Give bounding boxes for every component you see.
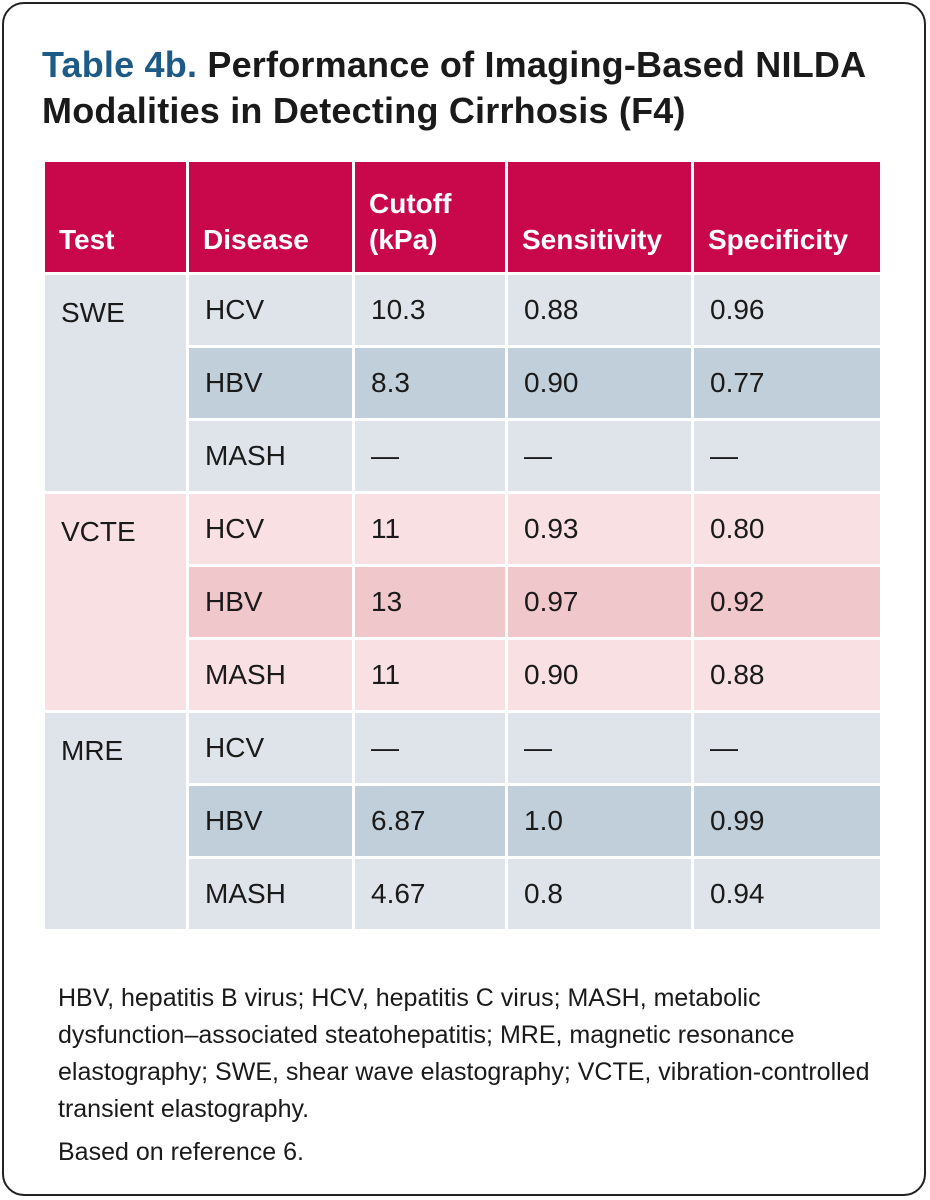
- disease-cell: MASH: [189, 859, 352, 929]
- disease-cell: HCV: [189, 713, 352, 783]
- specificity-cell: 0.94: [694, 859, 880, 929]
- specificity-cell: 0.77: [694, 348, 880, 418]
- test-cell: MRE: [45, 713, 186, 929]
- header-row: Test Disease Cutoff (kPa) Sensitivity Sp…: [45, 162, 880, 272]
- table-row: SWE HCV 10.3 0.88 0.96: [45, 275, 880, 491]
- cutoff-cell: 11: [355, 494, 505, 564]
- sensitivity-cell: 0.88: [508, 275, 691, 345]
- cutoff-cell: —: [355, 713, 505, 783]
- specificity-cell: —: [694, 421, 880, 491]
- header-specificity: Specificity: [694, 162, 880, 272]
- abbreviations-footnote: HBV, hepatitis B virus; HCV, hepatitis C…: [58, 984, 870, 1123]
- table-row: HBV 13 0.97 0.92: [45, 567, 880, 637]
- table-number-label: Table 4b.: [42, 44, 198, 85]
- sensitivity-cell: —: [508, 713, 691, 783]
- cutoff-cell: 4.67: [355, 859, 505, 929]
- sensitivity-cell: 0.97: [508, 567, 691, 637]
- table-title-text: Performance of Imaging-Based NILDA Modal…: [42, 44, 865, 131]
- specificity-cell: 0.88: [694, 640, 880, 710]
- test-cell: VCTE: [45, 494, 186, 710]
- cutoff-cell: 11: [355, 640, 505, 710]
- specificity-cell: 0.96: [694, 275, 880, 345]
- sensitivity-cell: 0.90: [508, 348, 691, 418]
- cutoff-cell: 6.87: [355, 786, 505, 856]
- disease-cell: HBV: [189, 348, 352, 418]
- header-sensitivity: Sensitivity: [508, 162, 691, 272]
- disease-cell: HCV: [189, 494, 352, 564]
- table-row: MASH 11 0.90 0.88: [45, 640, 880, 710]
- sensitivity-cell: 0.8: [508, 859, 691, 929]
- header-test: Test: [45, 162, 186, 272]
- table-row: MASH — — —: [45, 421, 880, 491]
- table-row: VCTE HCV 11 0.93 0.80: [45, 494, 880, 710]
- sensitivity-cell: 0.93: [508, 494, 691, 564]
- test-cell: SWE: [45, 275, 186, 491]
- table-row: HBV 8.3 0.90 0.77: [45, 348, 880, 418]
- table-row: MRE HCV — — —: [45, 713, 880, 929]
- specificity-cell: 0.92: [694, 567, 880, 637]
- table-title: Table 4b. Performance of Imaging-Based N…: [42, 42, 902, 134]
- table-row: MASH 4.67 0.8 0.94: [45, 859, 880, 929]
- header-disease: Disease: [189, 162, 352, 272]
- cutoff-cell: 13: [355, 567, 505, 637]
- header-cutoff: Cutoff (kPa): [355, 162, 505, 272]
- disease-cell: HBV: [189, 786, 352, 856]
- performance-table: Test Disease Cutoff (kPa) Sensitivity Sp…: [42, 159, 883, 932]
- disease-cell: HCV: [189, 275, 352, 345]
- sensitivity-cell: —: [508, 421, 691, 491]
- cutoff-cell: 8.3: [355, 348, 505, 418]
- sensitivity-cell: 1.0: [508, 786, 691, 856]
- disease-cell: MASH: [189, 640, 352, 710]
- reference-note: Based on reference 6.: [58, 1138, 304, 1166]
- table-row: HBV 6.87 1.0 0.99: [45, 786, 880, 856]
- disease-cell: MASH: [189, 421, 352, 491]
- sensitivity-cell: 0.90: [508, 640, 691, 710]
- specificity-cell: —: [694, 713, 880, 783]
- specificity-cell: 0.99: [694, 786, 880, 856]
- specificity-cell: 0.80: [694, 494, 880, 564]
- cutoff-cell: —: [355, 421, 505, 491]
- cutoff-cell: 10.3: [355, 275, 505, 345]
- disease-cell: HBV: [189, 567, 352, 637]
